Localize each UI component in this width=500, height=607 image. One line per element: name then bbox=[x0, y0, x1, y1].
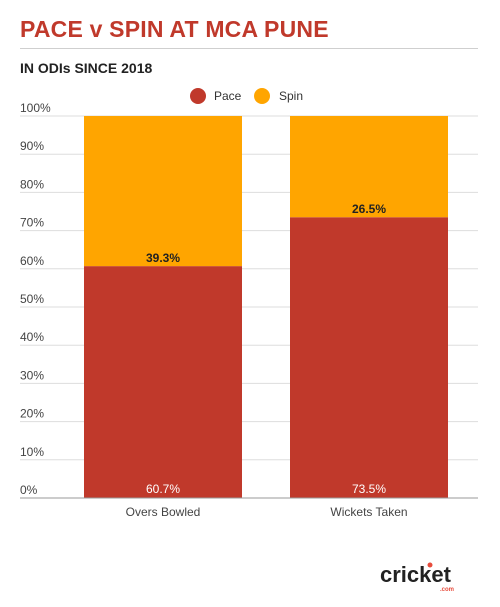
y-tick-label: 30% bbox=[20, 368, 44, 382]
legend-swatch-spin bbox=[254, 88, 270, 104]
x-tick-label: Overs Bowled bbox=[126, 505, 201, 519]
data-labels: 60.7% 39.3% 73.5% 26.5% bbox=[146, 202, 386, 496]
title-divider bbox=[20, 48, 478, 49]
y-tick-label: 70% bbox=[20, 216, 44, 230]
y-tick-label: 0% bbox=[20, 483, 38, 497]
chart-title: PACE v SPIN AT MCA PUNE bbox=[20, 16, 329, 42]
y-tick-label: 10% bbox=[20, 445, 44, 459]
x-tick-label: Wickets Taken bbox=[330, 505, 407, 519]
bar-pace-0 bbox=[84, 266, 242, 498]
y-tick-label: 40% bbox=[20, 330, 44, 344]
brand-wordmark: cricket bbox=[380, 562, 452, 587]
y-tick-label: 80% bbox=[20, 177, 44, 191]
bar-pace-1 bbox=[290, 217, 448, 499]
y-tick-label: 90% bbox=[20, 139, 44, 153]
y-tick-label: 100% bbox=[20, 101, 51, 115]
bar-spin-0 bbox=[84, 116, 242, 267]
bar-spin-1 bbox=[290, 116, 448, 218]
data-label: 39.3% bbox=[146, 251, 180, 265]
y-tick-label: 60% bbox=[20, 254, 44, 268]
y-tick-label: 20% bbox=[20, 407, 44, 421]
data-label: 60.7% bbox=[146, 482, 180, 496]
chart-subtitle: IN ODIs SINCE 2018 bbox=[20, 60, 153, 76]
brand-suffix: .com bbox=[440, 587, 454, 593]
legend-swatch-pace bbox=[190, 88, 206, 104]
bars bbox=[84, 116, 448, 499]
x-axis: Overs Bowled Wickets Taken bbox=[20, 497, 478, 519]
data-label: 73.5% bbox=[352, 482, 386, 496]
y-axis: 0% 10% 20% 30% 40% 50% 60% 70% 80% 90% 100% bbox=[20, 101, 51, 497]
stacked-bar-chart: 0% 10% 20% 30% 40% 50% 60% 70% 80% 90% 100% 60.7% 3… bbox=[20, 88, 478, 519]
logo-dot-icon bbox=[427, 562, 433, 568]
y-tick-label: 50% bbox=[20, 292, 44, 306]
data-label: 26.5% bbox=[352, 202, 386, 216]
legend-label: Spin bbox=[279, 89, 303, 103]
legend: Pace Spin bbox=[190, 88, 303, 104]
cricket-com-logo: cricket .com bbox=[380, 562, 454, 593]
legend-label: Pace bbox=[214, 89, 242, 103]
